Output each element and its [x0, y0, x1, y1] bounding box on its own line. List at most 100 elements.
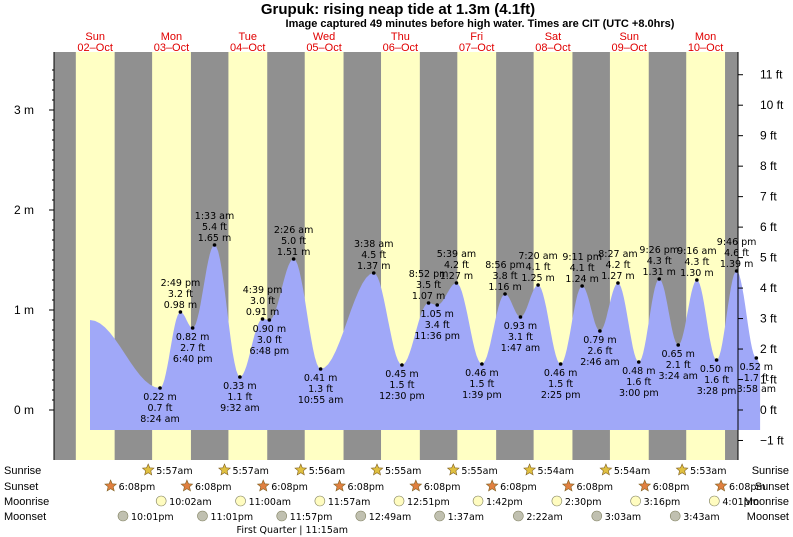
tide-time-label: 8:56 pm: [485, 260, 525, 271]
tide-low-point: [636, 360, 641, 364]
sunrise-time: 5:57am: [156, 466, 192, 477]
tide-ft-label: 3.2 ft: [168, 289, 193, 300]
tide-ft-label: 2.1 ft: [666, 360, 691, 371]
tide-ft-label: 1.6 ft: [626, 377, 651, 388]
tide-m-label: 1.51 m: [277, 247, 310, 258]
tide-time-label: 1:47 am: [501, 343, 540, 354]
tide-low-point: [267, 318, 272, 322]
tide-ft-label: 5.0 ft: [281, 236, 306, 247]
tide-m-label: 0.22 m: [143, 392, 176, 403]
tide-curve: [90, 245, 761, 430]
tide-ft-label: 1.6 ft: [704, 375, 729, 386]
tide-time-label: 2:49 pm: [161, 278, 201, 289]
sunset-time: 6:08pm: [500, 482, 537, 493]
moonrise-icon: [472, 495, 484, 507]
tide-time-label: 3:24 am: [658, 371, 697, 382]
tide-time-label: 7:20 am: [518, 251, 557, 262]
sunrise-icon: [370, 463, 384, 476]
moonset-time: 12:49am: [369, 512, 411, 523]
row-label-right: Sunset: [755, 481, 789, 493]
day-date: 08–Oct: [535, 42, 570, 54]
moonrise-icon: [630, 495, 641, 507]
tide-high-point: [580, 284, 584, 288]
right-tick-label: 4 ft: [760, 281, 777, 295]
tide-ft-label: 4.2 ft: [605, 260, 630, 271]
tide-m-label: 0.90 m: [253, 324, 286, 335]
tide-m-label: 0.65 m: [661, 349, 694, 360]
right-tick-label: 11 ft: [760, 68, 783, 82]
left-tick-label: 3 m: [14, 103, 34, 117]
tide-high-point: [454, 281, 459, 285]
left-tick-label: 1 m: [14, 303, 34, 317]
moonrise-time: 2:30pm: [565, 497, 602, 508]
tide-ft-label: 1.7 ft: [744, 373, 769, 384]
tide-m-label: 0.46 m: [544, 368, 577, 379]
sunrise-icon: [599, 463, 613, 476]
sunset-icon: [180, 479, 194, 492]
tide-high-point: [503, 292, 507, 296]
tide-low-point: [190, 326, 195, 330]
day-date: 06–Oct: [383, 42, 418, 54]
tide-m-label: 1.24 m: [565, 274, 598, 285]
tide-low-point: [400, 363, 404, 367]
tide-ft-label: 4.3 ft: [684, 257, 709, 268]
right-tick-label: 5 ft: [760, 251, 777, 265]
tide-ft-label: 3.0 ft: [257, 335, 282, 346]
tide-low-point: [158, 386, 162, 390]
day-headers: Sun02–OctMon03–OctTue04–OctWed05–OctThu0…: [77, 31, 723, 54]
sunrise-icon: [141, 463, 155, 476]
tide-ft-label: 1.5 ft: [469, 379, 494, 390]
tide-m-label: 1.16 m: [488, 282, 521, 293]
tide-m-label: 1.27 m: [440, 271, 473, 282]
sunset-icon: [333, 479, 346, 492]
tide-high-point: [212, 243, 217, 247]
tide-m-label: 1.07 m: [412, 291, 445, 302]
moonrise-time: 11:00am: [249, 497, 291, 508]
tide-ft-label: 4.3 ft: [647, 256, 672, 267]
tide-ft-label: 3.5 ft: [416, 280, 441, 291]
sunset-icon: [104, 479, 118, 492]
tide-ft-label: 1.3 ft: [308, 384, 333, 395]
tide-ft-label: 4.1 ft: [526, 262, 551, 273]
sunrise-time: 5:54am: [614, 466, 650, 477]
sunset-icon: [409, 479, 423, 492]
tide-high-point: [657, 277, 662, 281]
tide-m-label: 1.37 m: [357, 261, 390, 272]
moonset-icon: [197, 510, 208, 522]
moonrise-icon: [235, 495, 246, 507]
sunset-icon: [256, 479, 270, 492]
tide-ft-label: 2.6 ft: [587, 346, 612, 357]
day-name: Tue: [238, 31, 257, 43]
tide-m-label: 0.45 m: [385, 369, 418, 380]
day-name: Mon: [161, 31, 182, 43]
tide-time-label: 2:26 am: [274, 225, 313, 236]
tide-low-point: [714, 358, 719, 362]
tide-ft-label: 2.7 ft: [180, 343, 205, 354]
moonrise-time: 10:02am: [169, 497, 211, 508]
sunrise-time: 5:57am: [233, 466, 269, 477]
tide-time-label: 1:33 am: [195, 211, 234, 222]
moonrise-time: 3:16pm: [644, 497, 681, 508]
tide-ft-label: 4.6 ft: [724, 248, 749, 259]
tide-ft-label: 3.8 ft: [493, 271, 518, 282]
sunrise-icon: [294, 463, 308, 476]
moonset-icon: [513, 510, 524, 522]
tide-m-label: 0.93 m: [504, 321, 537, 332]
tide-m-label: 0.33 m: [223, 381, 256, 392]
right-tick-label: 1 ft: [760, 373, 777, 387]
tide-time-label: 9:46 pm: [717, 237, 757, 248]
tide-time-label: 2:25 pm: [541, 390, 581, 401]
tide-time-label: 8:52 pm: [409, 269, 449, 280]
sunrise-time: 5:53am: [690, 466, 726, 477]
tide-points: 0.22 m0.7 ft8:24 am 2:49 pm3.2 ft0.98 m 0.…: [140, 211, 776, 425]
row-label-left: Moonset: [4, 511, 46, 523]
tide-high-point: [291, 257, 296, 261]
sunrise-icon: [446, 463, 460, 476]
day-date: 10–Oct: [688, 42, 723, 54]
tide-m-label: 1.30 m: [680, 268, 713, 279]
sunset-time: 6:08pm: [729, 482, 766, 493]
moonrise-icon: [551, 495, 563, 507]
left-tick-label: 0 m: [14, 403, 34, 417]
right-tick-label: 10 ft: [760, 98, 784, 112]
